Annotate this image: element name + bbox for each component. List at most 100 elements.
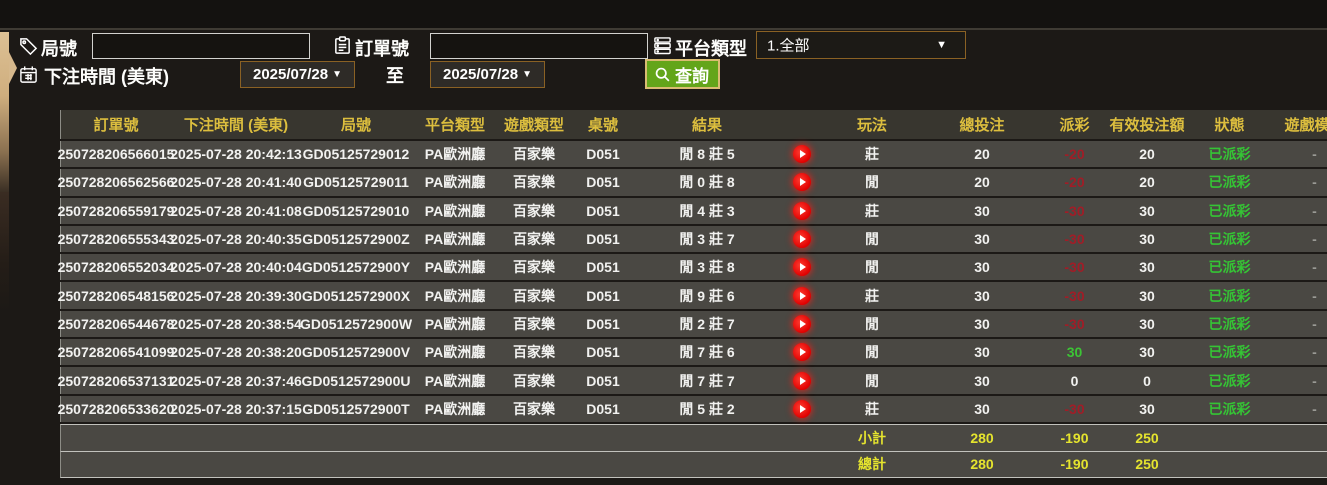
cell-table-no: D051 bbox=[586, 315, 620, 332]
cell-payout: -30 bbox=[1064, 287, 1085, 304]
play-icon bbox=[800, 206, 806, 215]
cell-platform-type: PA歐洲廳 bbox=[424, 146, 486, 163]
cell-order-no: 250728206541099 bbox=[57, 344, 175, 361]
header-valid-bet: 有效投注額 bbox=[1109, 117, 1185, 134]
cell-table-no: D051 bbox=[586, 146, 620, 163]
cell-order-no: 250728206552034 bbox=[57, 259, 175, 276]
footer-game-no bbox=[301, 452, 411, 477]
replay-play-button[interactable] bbox=[793, 399, 811, 418]
cell-result: 閒 3 莊 7 bbox=[679, 231, 735, 248]
cell-status: 已派彩 bbox=[1208, 344, 1251, 361]
cell-result: 閒 7 莊 6 bbox=[679, 344, 735, 361]
cell-bet-time: 2025-07-28 20:38:20 bbox=[170, 344, 302, 361]
header-play-method: 玩法 bbox=[856, 117, 887, 134]
replay-play-button[interactable] bbox=[793, 173, 811, 192]
cell-total-bet: 30 bbox=[974, 259, 990, 276]
platform-type-select[interactable]: 1.全部 ▼ bbox=[756, 31, 966, 59]
cell-play-method: 莊 bbox=[865, 287, 879, 304]
footer-valid-bet: 250 bbox=[1135, 429, 1159, 446]
cell-game-mode: - bbox=[1312, 372, 1317, 389]
footer-table-no bbox=[569, 425, 637, 451]
header-replay bbox=[777, 110, 827, 139]
cell-game-no: GD05125729012 bbox=[302, 146, 410, 163]
cell-order-no: 250728206562566 bbox=[57, 174, 175, 191]
cell-status: 已派彩 bbox=[1208, 400, 1251, 417]
search-button[interactable]: 查詢 bbox=[645, 59, 720, 89]
cell-game-mode: - bbox=[1312, 344, 1317, 361]
cell-replay bbox=[777, 367, 827, 393]
cell-platform-type: PA歐洲廳 bbox=[424, 202, 486, 219]
cell-bet-time: 2025-07-28 20:37:46 bbox=[170, 372, 302, 389]
cell-game-type: 百家樂 bbox=[513, 202, 555, 219]
cell-total-bet: 30 bbox=[974, 315, 990, 332]
table-row: 250728206559179 2025-07-28 20:41:08 GD0512… bbox=[58, 197, 1327, 224]
game-no-input[interactable] bbox=[92, 33, 310, 59]
date-from-picker[interactable]: 2025/07/28 ▼ bbox=[240, 61, 355, 88]
cell-game-no: GD0512572900V bbox=[301, 344, 411, 361]
cell-platform-type: PA歐洲廳 bbox=[424, 174, 486, 191]
cell-result: 閒 8 莊 5 bbox=[679, 146, 735, 163]
side-drawer-arrow-icon[interactable] bbox=[9, 52, 17, 84]
replay-play-button[interactable] bbox=[793, 145, 811, 164]
cell-table-no: D051 bbox=[586, 287, 620, 304]
cell-valid-bet: 30 bbox=[1139, 400, 1155, 417]
cell-bet-time: 2025-07-28 20:39:30 bbox=[170, 287, 302, 304]
cell-result: 閒 2 莊 7 bbox=[679, 315, 735, 332]
platform-list-icon bbox=[653, 36, 672, 55]
cell-game-no: GD05125729011 bbox=[303, 174, 409, 191]
footer-order-no bbox=[61, 452, 171, 477]
bets-table: 訂單號 下注時間 (美東) 局號 平台類型 遊戲類型 桌號 結果 玩法 總投注 派彩 有效投注額 狀態… bbox=[57, 110, 1327, 478]
cell-table-no: D051 bbox=[586, 400, 620, 417]
cell-play-method: 閒 bbox=[865, 259, 879, 276]
table-header-row: 訂單號 下注時間 (美東) 局號 平台類型 遊戲類型 桌號 結果 玩法 總投注 派彩 有效投注額 狀態… bbox=[60, 110, 1327, 139]
cell-payout: 30 bbox=[1066, 344, 1083, 361]
footer-bet-time bbox=[171, 425, 301, 451]
cell-game-mode: - bbox=[1312, 146, 1317, 163]
replay-play-button[interactable] bbox=[793, 258, 811, 277]
date-from-value: 2025/07/28 bbox=[253, 66, 329, 83]
header-result: 結果 bbox=[691, 117, 722, 134]
play-icon bbox=[800, 348, 806, 357]
cell-payout: -30 bbox=[1064, 259, 1085, 276]
order-no-input[interactable] bbox=[430, 33, 648, 59]
footer-game-no bbox=[301, 425, 411, 451]
cell-replay bbox=[777, 254, 827, 280]
cell-status: 已派彩 bbox=[1208, 174, 1251, 191]
platform-type-label: 平台類型 bbox=[675, 39, 747, 59]
cell-valid-bet: 0 bbox=[1143, 372, 1151, 389]
cell-order-no: 250728206566015 bbox=[57, 146, 175, 163]
cell-game-type: 百家樂 bbox=[513, 146, 555, 163]
footer-play-method: 總計 bbox=[858, 456, 886, 473]
replay-play-button[interactable] bbox=[793, 343, 811, 362]
header-order-no: 訂單號 bbox=[93, 117, 139, 134]
cell-game-type: 百家樂 bbox=[513, 259, 555, 276]
replay-play-button[interactable] bbox=[793, 286, 811, 305]
cell-valid-bet: 30 bbox=[1139, 344, 1155, 361]
cell-game-mode: - bbox=[1312, 202, 1317, 219]
play-icon bbox=[800, 150, 806, 159]
cell-bet-time: 2025-07-28 20:40:35 bbox=[170, 231, 302, 248]
table-row: 250728206541099 2025-07-28 20:38:20 GD0512… bbox=[57, 339, 1327, 366]
replay-play-button[interactable] bbox=[793, 314, 811, 333]
header-table-no: 桌號 bbox=[587, 117, 618, 134]
play-icon bbox=[800, 404, 806, 413]
replay-play-button[interactable] bbox=[793, 371, 811, 390]
cell-replay bbox=[777, 311, 827, 337]
cell-replay bbox=[777, 226, 827, 252]
cell-total-bet: 30 bbox=[974, 344, 990, 361]
replay-play-button[interactable] bbox=[793, 201, 811, 220]
header-payout: 派彩 bbox=[1059, 117, 1090, 134]
cell-replay bbox=[777, 198, 827, 224]
side-drawer-handle[interactable] bbox=[0, 32, 9, 192]
header-game-mode: 遊戲模式 bbox=[1284, 117, 1327, 134]
cell-game-mode: - bbox=[1312, 231, 1317, 248]
replay-play-button[interactable] bbox=[793, 230, 811, 249]
cell-result: 閒 9 莊 6 bbox=[679, 287, 735, 304]
play-icon bbox=[800, 376, 806, 385]
cell-result: 閒 5 莊 2 bbox=[679, 400, 735, 417]
header-game-type: 遊戲類型 bbox=[503, 117, 564, 134]
footer-payout: -190 bbox=[1060, 456, 1089, 473]
play-icon bbox=[800, 178, 806, 187]
date-to-picker[interactable]: 2025/07/28 ▼ bbox=[430, 61, 545, 88]
cell-game-type: 百家樂 bbox=[513, 287, 555, 304]
